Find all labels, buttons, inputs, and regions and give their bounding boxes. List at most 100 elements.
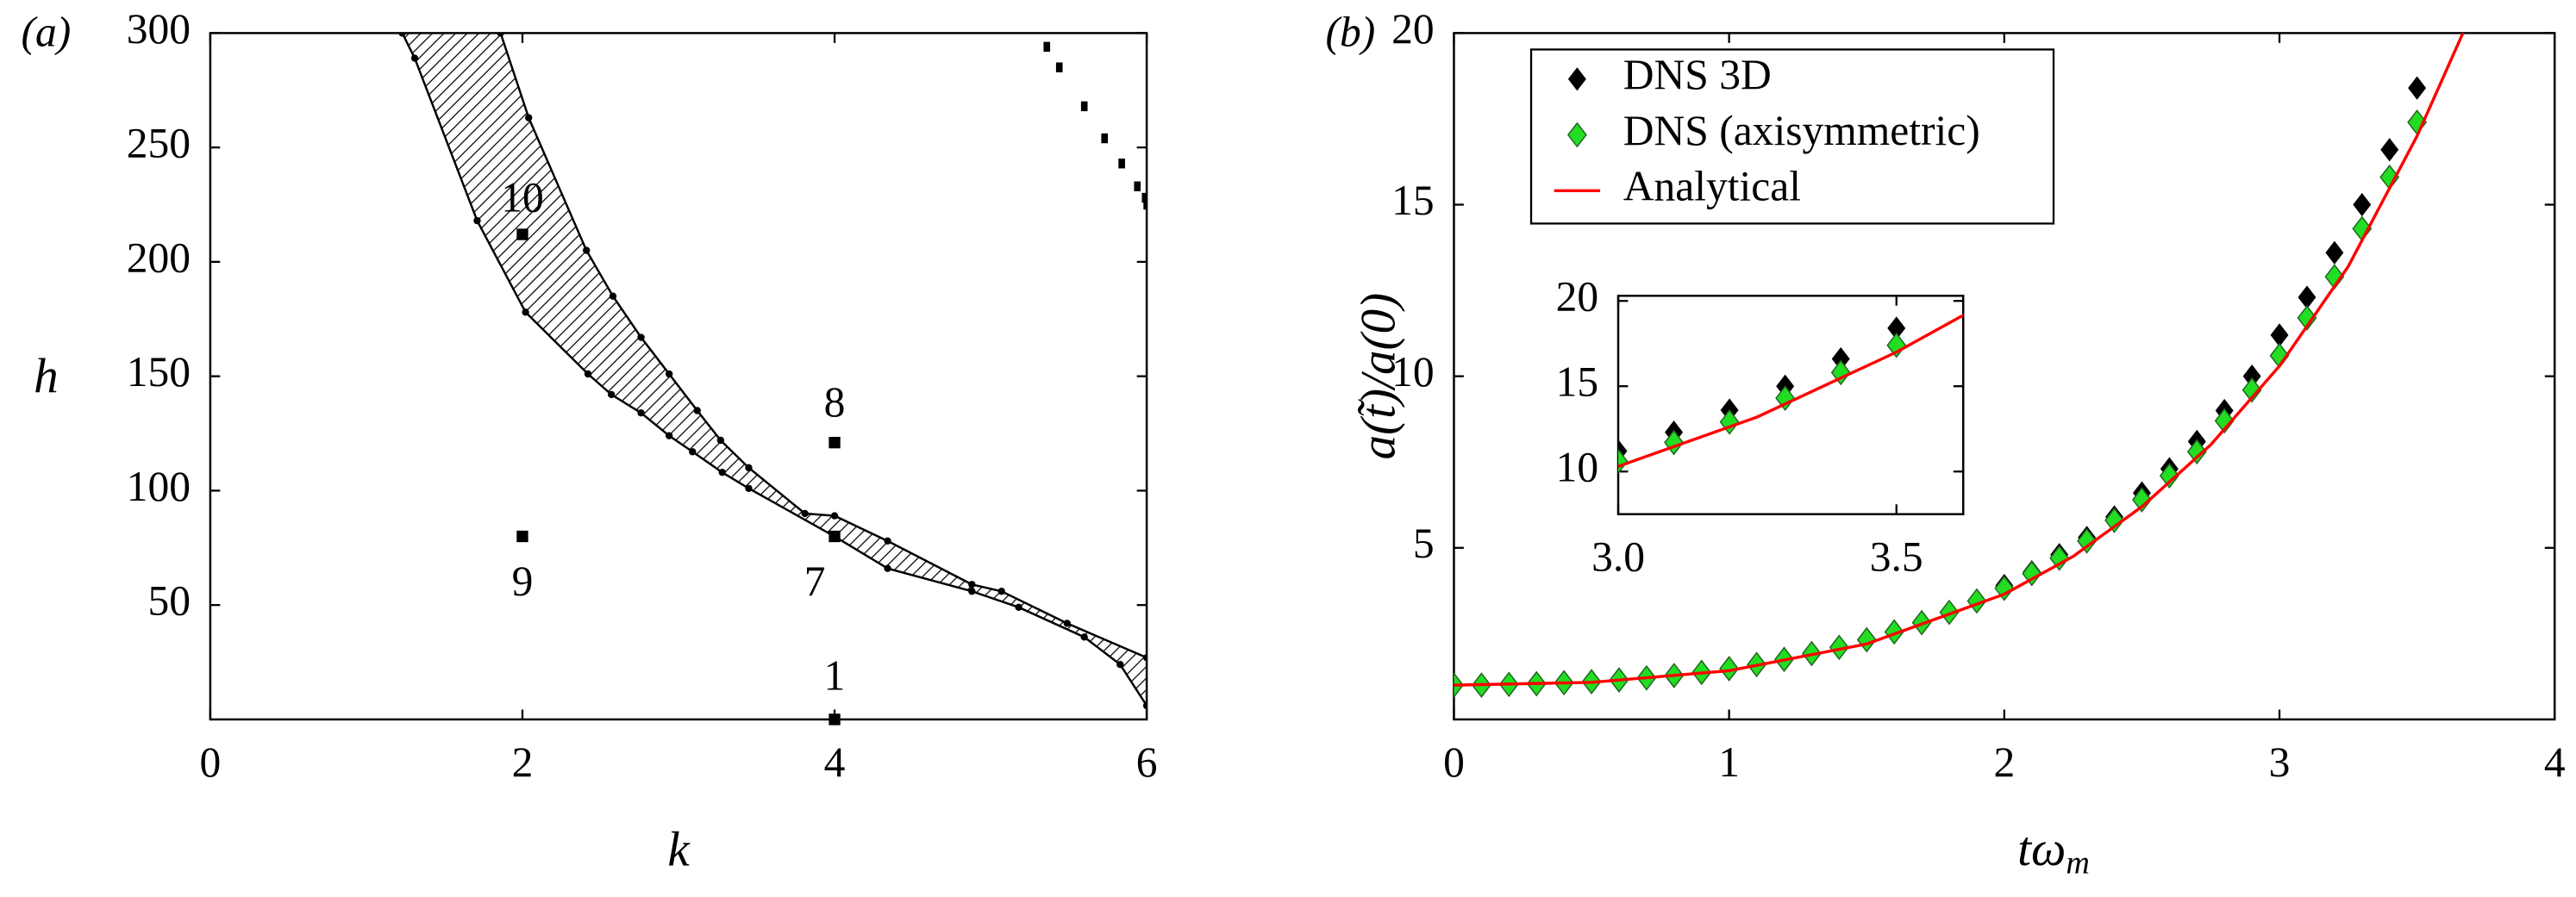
point-label: 8 — [824, 378, 846, 426]
y-tick-label: 150 — [127, 348, 191, 396]
boundary-point — [637, 408, 645, 417]
y-tick-label: 100 — [127, 463, 191, 510]
labeled-point — [828, 436, 841, 449]
data-point — [1856, 626, 1877, 653]
boundary-point — [716, 436, 725, 445]
boundary-point — [607, 390, 616, 399]
y-tick-label: 50 — [148, 577, 191, 625]
analytical-line — [1454, 33, 2465, 687]
band-boundary — [401, 33, 1147, 707]
data-point — [2077, 527, 2098, 554]
boundary-point — [997, 588, 1005, 595]
boundary-point — [1080, 633, 1088, 641]
panel-label: (a) — [21, 9, 71, 56]
data-point — [2325, 240, 2344, 265]
labeled-point — [516, 228, 528, 240]
data-point — [2049, 545, 2070, 571]
x-axis-label-main: tω — [2017, 822, 2066, 876]
boundary-point — [968, 588, 976, 595]
x-tick-label: 4 — [2544, 738, 2566, 786]
point — [1141, 192, 1147, 203]
y-tick-label: 20 — [1391, 5, 1435, 53]
y-tick-label: 20 — [1556, 273, 1599, 321]
legend-swatch — [1567, 67, 1586, 91]
data-point — [2270, 323, 2289, 347]
x-tick-label: 2 — [1993, 738, 2015, 786]
data-point — [2022, 560, 2042, 587]
data-point — [1887, 316, 1906, 340]
axes-frame — [1616, 295, 1965, 515]
boundary-point — [665, 432, 673, 439]
labeled-point — [828, 530, 841, 543]
y-axis-label: a(t̃)/a(0) — [1352, 293, 1406, 460]
y-tick-label: 250 — [127, 120, 191, 167]
boundary-point — [1063, 620, 1071, 627]
boundary-point — [884, 564, 891, 572]
data-point — [1939, 599, 1960, 626]
y-tick-label: 5 — [1413, 520, 1435, 567]
data-point — [2298, 285, 2317, 309]
boundary-point — [801, 509, 809, 518]
point — [1134, 181, 1141, 191]
x-tick-label: 4 — [824, 738, 846, 786]
boundary-point — [884, 537, 891, 545]
point — [1043, 41, 1051, 53]
boundary-point — [693, 407, 701, 414]
x-axis-label: k — [667, 822, 691, 876]
y-tick-label: 200 — [127, 234, 191, 281]
analytical-line — [1618, 313, 1964, 469]
boundary-point — [718, 468, 726, 477]
data-point — [1884, 619, 1904, 645]
boundary-point — [584, 370, 592, 378]
boundary-point — [968, 581, 976, 589]
x-tick-label: 6 — [1136, 738, 1158, 786]
x-tick-label: 3.0 — [1591, 533, 1645, 581]
data-point — [1719, 408, 1740, 435]
boundary-point — [1116, 661, 1124, 669]
data-point — [2380, 138, 2399, 162]
y-tick-label: 10 — [1556, 444, 1599, 491]
point — [1143, 199, 1147, 210]
boundary-point — [583, 246, 591, 254]
boundary-point — [609, 292, 617, 300]
data-point — [2104, 508, 2124, 533]
point — [1055, 62, 1063, 72]
x-tick-label: 3.5 — [1870, 533, 1923, 581]
legend-label: Analytical — [1623, 163, 1801, 210]
axes-frame — [209, 32, 1148, 721]
y-axis-label: h — [34, 349, 59, 403]
data-point — [2408, 76, 2427, 100]
point-label: 10 — [501, 173, 544, 221]
boundary-point — [689, 448, 697, 456]
point-label: 1 — [824, 652, 846, 700]
data-point — [2297, 305, 2317, 331]
x-tick-label: 1 — [1718, 738, 1740, 786]
inset-background — [1618, 296, 1964, 514]
boundary-point — [522, 308, 529, 316]
y-tick-label: 10 — [1391, 348, 1435, 396]
band-boundary — [499, 33, 1147, 659]
boundary-point — [637, 333, 645, 341]
data-point — [2353, 192, 2372, 217]
data-point — [2214, 408, 2235, 434]
data-point — [2242, 364, 2261, 389]
boundary-point — [745, 484, 753, 492]
inset-plot-area — [1618, 313, 1964, 475]
labeled-point — [516, 530, 528, 543]
boundary-point — [830, 512, 839, 520]
axes-frame — [1453, 32, 2556, 721]
legend-label: DNS (axisymmetric) — [1623, 107, 1980, 154]
point — [1080, 101, 1088, 112]
plot-area — [1454, 33, 2465, 698]
data-point — [1719, 656, 1740, 682]
y-tick-label: 15 — [1556, 358, 1599, 406]
panel-label: (b) — [1326, 9, 1376, 56]
legend-label: DNS 3D — [1623, 51, 1772, 98]
boundary-point — [410, 54, 419, 62]
point — [1118, 159, 1125, 169]
data-point — [2131, 487, 2152, 513]
point — [1101, 133, 1109, 144]
x-tick-label: 2 — [512, 738, 534, 786]
data-point — [1831, 346, 1850, 371]
boundary-point — [525, 114, 533, 121]
